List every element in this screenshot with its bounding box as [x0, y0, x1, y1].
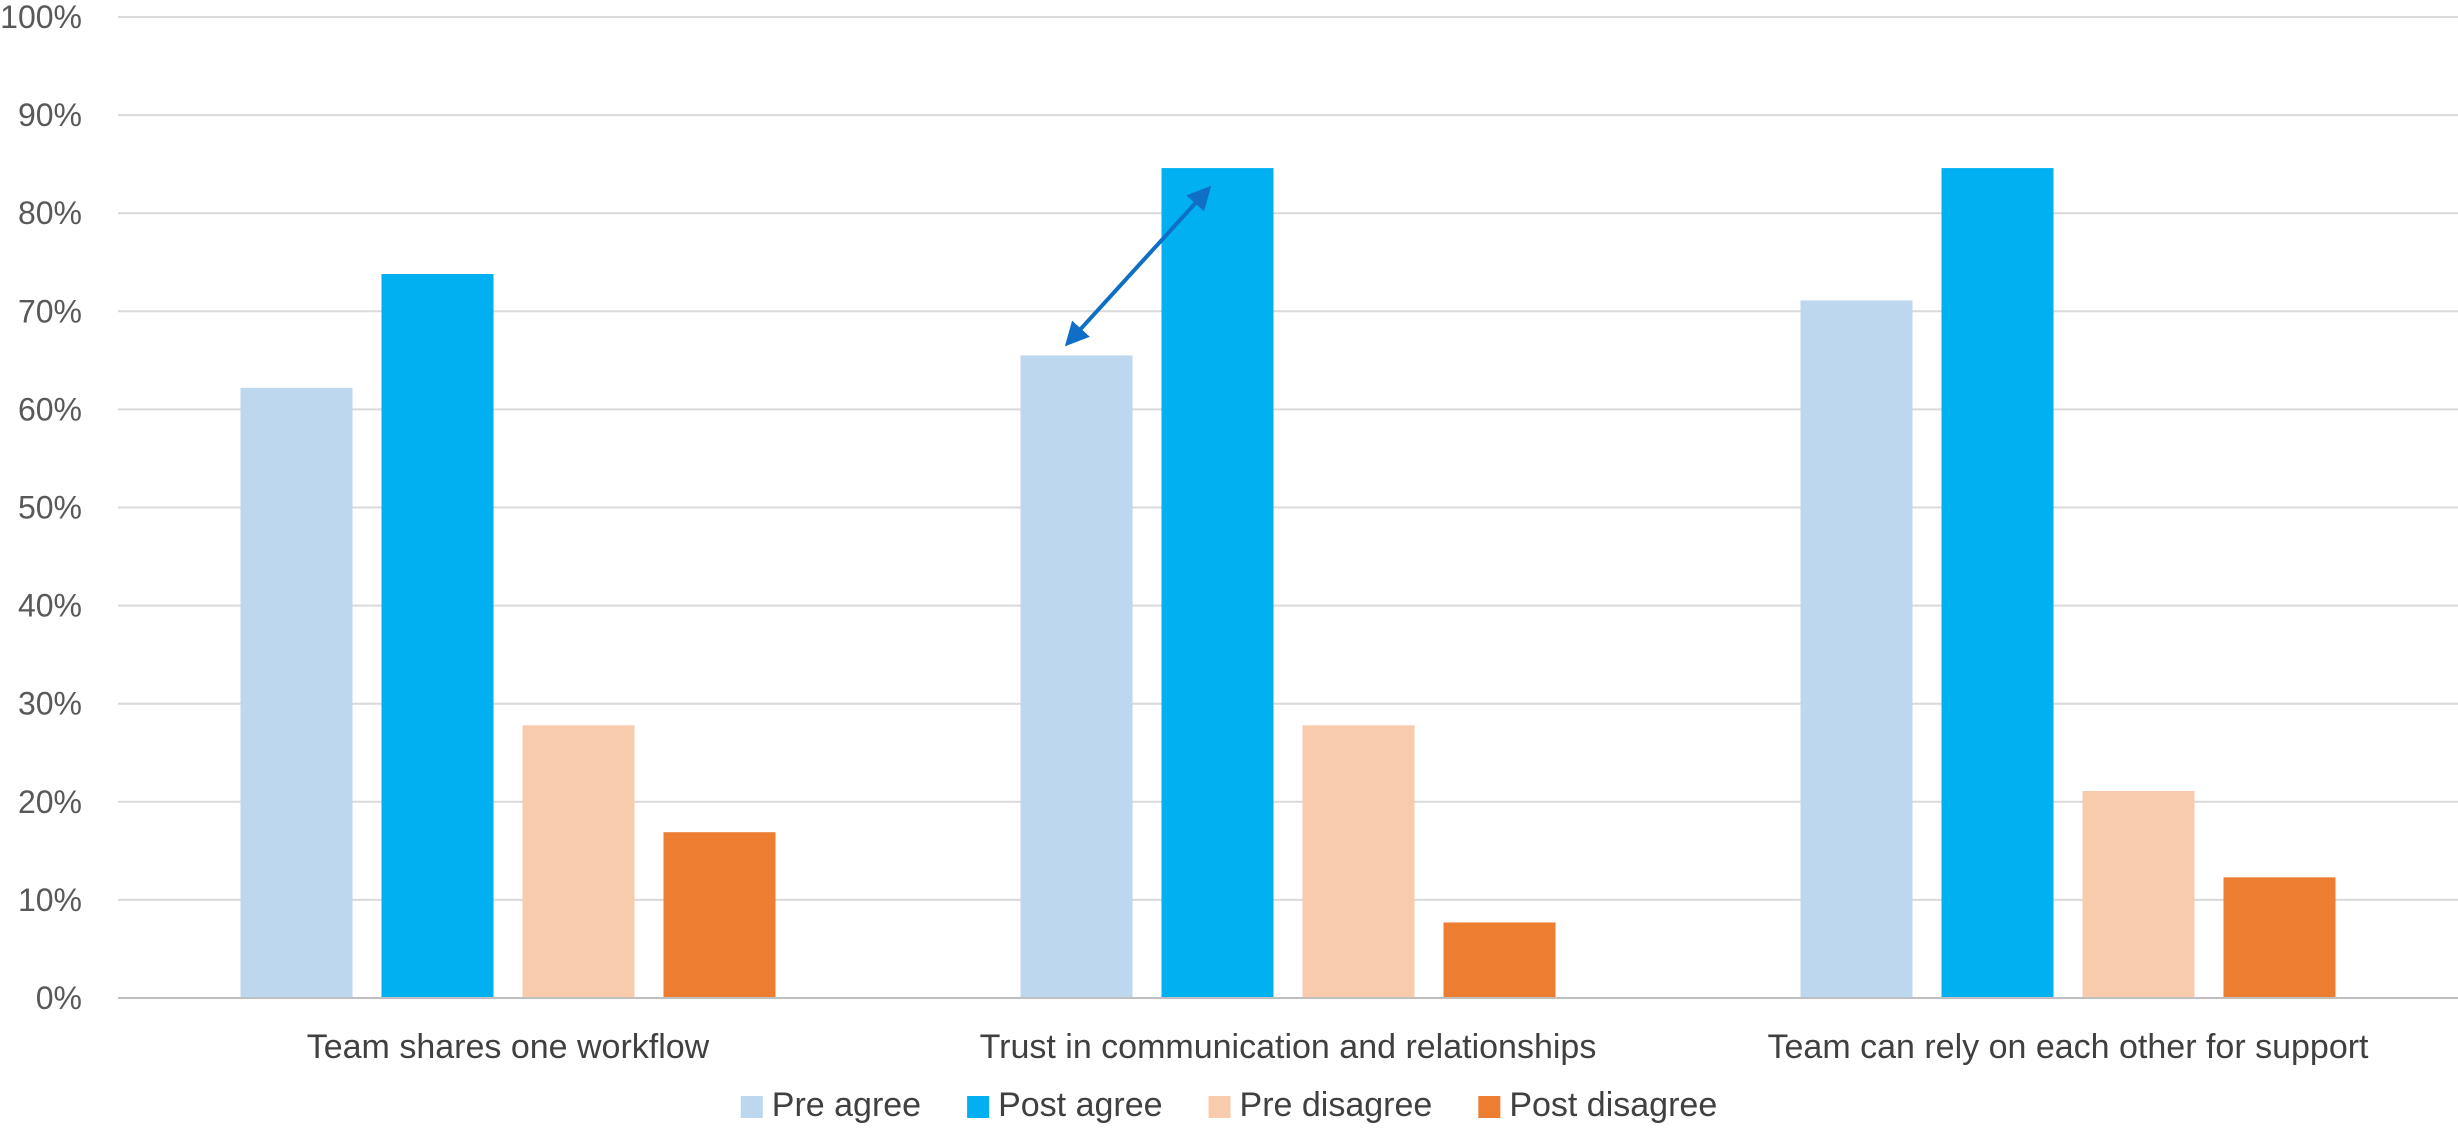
- bar-post-disagree: [2223, 877, 2336, 998]
- legend-label: Post agree: [998, 1086, 1162, 1124]
- bar-pre-agree: [240, 387, 353, 998]
- legend-item-pre-agree: Pre agree: [740, 1086, 921, 1124]
- bar-post-agree: [1941, 168, 2054, 999]
- double-arrow-annotation: [1064, 185, 1212, 347]
- category-labels: Team shares one workflow Trust in communi…: [307, 1028, 2369, 1066]
- legend-item-post-disagree: Post disagree: [1478, 1086, 1717, 1124]
- legend-swatch: [1478, 1096, 1501, 1118]
- legend-label: Pre disagree: [1240, 1086, 1433, 1124]
- bar-pre-agree: [1020, 355, 1133, 998]
- legend-swatch: [1208, 1096, 1231, 1118]
- y-tick-label: 70%: [18, 293, 82, 329]
- y-tick-label: 40%: [18, 588, 82, 624]
- y-tick-label: 60%: [18, 391, 82, 427]
- legend-item-pre-disagree: Pre disagree: [1208, 1086, 1433, 1124]
- x-category-label: Team shares one workflow: [307, 1028, 710, 1066]
- annotations: [1064, 185, 1212, 347]
- y-tick-label: 50%: [18, 490, 82, 526]
- bar-pre-disagree: [522, 725, 635, 998]
- bar-pre-agree: [1800, 300, 1913, 998]
- legend-label: Post disagree: [1509, 1086, 1717, 1124]
- legend: Pre agree Post agree Pre disagree Post disa…: [740, 1086, 1717, 1124]
- y-tick-label: 10%: [18, 882, 82, 918]
- x-category-label: Trust in communication and relationships: [980, 1028, 1597, 1066]
- bar-pre-disagree: [1302, 725, 1415, 998]
- y-axis-ticks: 0% 10% 20% 30% 40% 50% 60% 70% 80% 90% 100%: [0, 0, 82, 1016]
- legend-label: Pre agree: [772, 1086, 921, 1124]
- bar-pre-disagree: [2082, 791, 2195, 998]
- bar-post-agree: [381, 274, 494, 999]
- x-category-label: Team can rely on each other for support: [1768, 1028, 2370, 1066]
- y-tick-label: 80%: [18, 195, 82, 231]
- y-tick-label: 20%: [18, 784, 82, 820]
- legend-swatch: [967, 1096, 990, 1118]
- y-tick-label: 100%: [0, 0, 82, 35]
- y-tick-label: 90%: [18, 97, 82, 133]
- y-tick-label: 0%: [36, 980, 82, 1016]
- bars: [240, 168, 2336, 999]
- y-tick-label: 30%: [18, 686, 82, 722]
- bar-post-disagree: [663, 832, 776, 998]
- legend-swatch: [740, 1096, 763, 1118]
- bar-post-agree: [1161, 168, 1274, 999]
- bar-post-disagree: [1443, 922, 1556, 998]
- legend-item-post-agree: Post agree: [967, 1086, 1163, 1124]
- gridlines: [118, 16, 2458, 901]
